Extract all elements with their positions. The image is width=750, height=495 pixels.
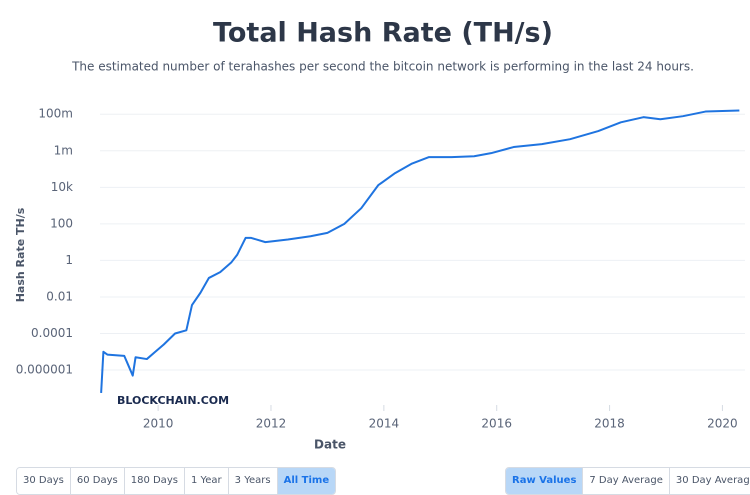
- x-tick-label: 2018: [594, 417, 625, 431]
- x-tick-label: 2020: [707, 417, 738, 431]
- button[interactable]: 3 Years: [228, 468, 278, 494]
- x-axis-label: Date: [314, 438, 346, 452]
- y-tick-label: 0.01: [46, 289, 73, 303]
- y-tick-label: 100m: [38, 107, 73, 121]
- button[interactable]: 7 Day Average: [583, 468, 670, 494]
- button[interactable]: 60 Days: [70, 468, 125, 494]
- x-tick-label: 2014: [369, 417, 400, 431]
- range-buttons: 30 Days 60 Days 180 Days 1 Year 3 Years All T…: [16, 467, 337, 495]
- button[interactable]: 1 Year: [184, 468, 229, 494]
- y-tick-label: 10k: [51, 180, 73, 194]
- chart: Total Hash Rate (TH/s) The estimated num…: [14, 18, 745, 452]
- x-tick-label: 2010: [143, 417, 174, 431]
- button[interactable]: 30 Day Average: [669, 468, 750, 494]
- mode-buttons: Raw Values 7 Day Average 30 Day Average: [505, 467, 750, 495]
- watermark: BLOCKCHAIN.COM: [117, 394, 229, 407]
- button[interactable]: 30 Days: [17, 468, 71, 494]
- chart-title: Total Hash Rate (TH/s): [213, 18, 553, 49]
- x-tick-label: 2016: [481, 417, 512, 431]
- button[interactable]: 180 Days: [124, 468, 185, 494]
- data-line: [100, 109, 740, 393]
- y-tick-label: 1m: [54, 143, 73, 157]
- button[interactable]: All Time: [277, 468, 336, 494]
- y-tick-label: 1: [65, 253, 73, 267]
- button[interactable]: Raw Values: [506, 468, 584, 494]
- y-tick-label: 100: [50, 216, 73, 230]
- x-tick-label: 2012: [256, 417, 287, 431]
- y-tick-label: 0.000001: [16, 363, 73, 377]
- chart-subtitle: The estimated number of terahashes per s…: [71, 60, 694, 74]
- y-tick-label: 0.0001: [31, 326, 73, 340]
- y-axis-label: Hash Rate TH/s: [14, 207, 27, 302]
